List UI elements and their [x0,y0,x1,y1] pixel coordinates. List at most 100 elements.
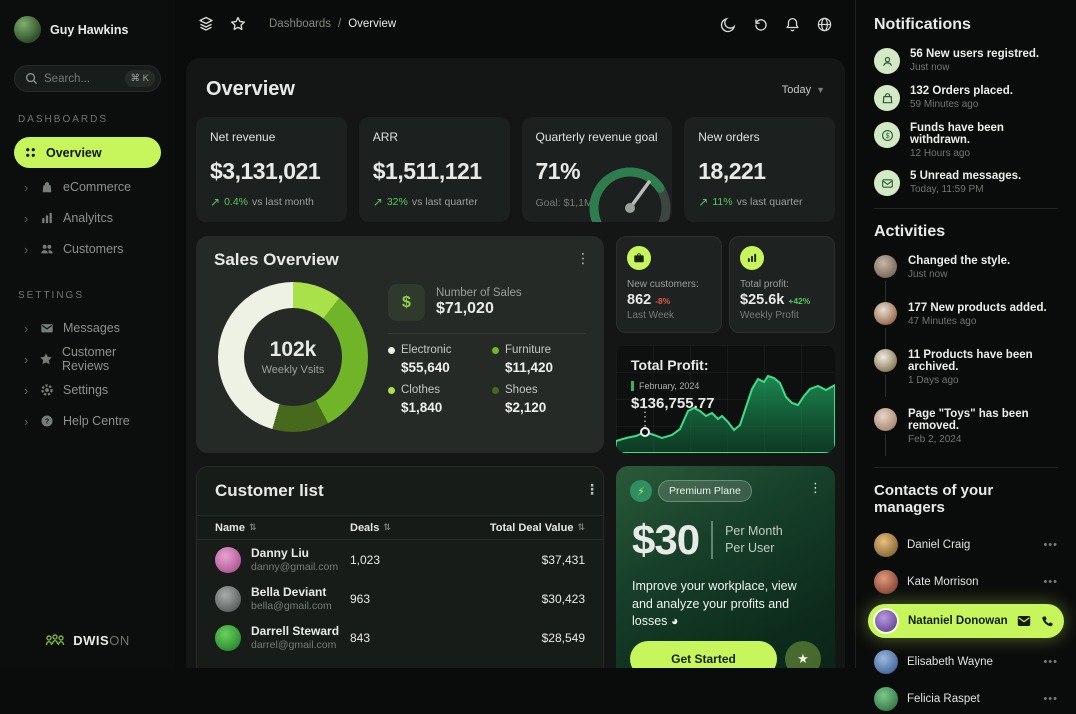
stat-cards-row: Net revenue $3,131,021 ↗ 0.4% vs last mo… [196,117,835,222]
legend-item-clothes: Clothes $1,840 [388,384,482,415]
premium-plan-card: ⚡ Premium Plane ⋮ $30 Per Month Per User… [616,466,835,668]
call-contact-icon[interactable] [1041,615,1054,628]
sidebar-item-ecommerce[interactable]: › eCommerce [14,172,161,202]
stat-label: Quarterly revenue goal [535,130,658,144]
divider [874,208,1058,209]
search-placeholder: Search... [44,72,91,85]
more-options-icon[interactable]: ••• [1043,693,1058,705]
notifications-bell-icon[interactable] [784,16,801,33]
column-header-deals[interactable]: Deals ⇅ [350,521,391,534]
notifications-title: Notifications [874,16,971,33]
legend-dot [388,386,395,394]
sort-icon: ⇅ [577,522,585,532]
number-of-sales-label: Number of Sales [436,287,522,299]
star-button[interactable]: ★ [785,641,821,668]
search-input[interactable]: Search... ⌘ K [14,65,161,92]
right-column: New customers: 862 -8% Last Week Total p… [616,236,835,453]
mini-value: $25.6k [740,292,785,308]
kebab-menu-icon[interactable]: ⋮ [576,250,590,266]
notification-item[interactable]: 132 Orders placed. 59 Minutes ago [874,85,1058,111]
contact-row[interactable]: Kate Morrison ••• [874,567,1058,597]
dark-mode-icon[interactable] [720,16,737,33]
section-title-settings: SETTINGS [18,290,85,301]
main-panel: Overview Today ▼ Net revenue $3,131,021 … [186,58,845,668]
stat-delta: ↗ 0.4% vs last month [210,195,333,209]
notification-item[interactable]: 56 New users registred. Just now [874,48,1058,74]
stat-value: $3,131,021 [210,158,321,184]
trend-up-icon: ↗ [698,195,709,209]
activity-text: Page "Toys" has been removed. [908,408,1029,432]
sidebar-item-customers[interactable]: › Customers [14,234,161,264]
sidebar-item-analytics[interactable]: › Analyitcs [14,203,161,233]
column-header-name[interactable]: Name ⇅ [215,521,257,534]
history-refresh-icon[interactable] [752,16,769,33]
legend-value: $1,840 [401,400,443,415]
chart-icon [740,246,764,270]
briefcase-icon [627,246,651,270]
contact-row-active[interactable]: Nataniel Donowan [868,604,1064,638]
top-bar: Dashboards / Overview [175,0,855,48]
get-started-button[interactable]: Get Started [630,641,777,668]
sort-icon: ⇅ [248,522,257,532]
period-selector[interactable]: Today ▼ [782,84,825,96]
delta-percent: 0.4% [224,196,248,208]
notification-item[interactable]: 5 Unread messages. Today, 11:59 PM [874,170,1058,196]
kebab-menu-icon[interactable]: ⋮ [585,481,599,497]
table-row[interactable]: Bella Deviant bella@gmail.com 963 $30,42… [197,579,603,618]
breadcrumb-root[interactable]: Dashboards [269,18,332,30]
card-title: Total Profit: [631,357,709,373]
stat-card-arr: ARR $1,511,121 ↗ 32% vs last quarter [358,117,510,222]
column-header-total-deal-value[interactable]: Total Deal Value ⇅ [489,521,585,534]
notification-time: 12 Hours ago [910,148,971,159]
table-row[interactable]: Danny Liu danny@gmail.com 1,023 $37,431 [197,540,603,579]
profit-value: $136,755.77 [631,395,715,412]
sidebar-item-label: eCommerce [63,180,132,194]
sales-donut-chart: 102k Weekly Vsits [218,282,368,432]
activities-title: Activities [874,223,946,240]
activity-item[interactable]: 177 New products added. 47 Minutes ago [874,302,1058,350]
avatar [873,608,899,634]
chevron-right-icon: › [24,382,29,398]
activity-item[interactable]: Changed the style. Just now [874,255,1058,303]
user-name: Guy Hawkins [50,22,129,37]
logo-wordmark: DWISON [73,632,130,648]
divider [711,521,714,559]
deals-cell: 963 [350,591,371,606]
kebab-menu-icon[interactable]: ⋮ [809,480,822,495]
avatar [874,570,898,594]
layers-icon[interactable] [197,15,215,33]
activity-item[interactable]: Page "Toys" has been removed. Feb 2, 202… [874,408,1058,456]
more-options-icon[interactable]: ••• [1043,539,1058,551]
globe-icon[interactable] [816,16,833,33]
contact-row[interactable]: Felicia Raspet ••• [874,684,1058,714]
contact-name: Kate Morrison [907,576,979,588]
mini-card-total-profit: Total profit: $25.6k +42% Weekly Profit [729,236,835,333]
legend-label: Electronic [401,344,452,356]
sidebar-item-overview[interactable]: Overview [14,137,161,168]
sidebar-item-settings[interactable]: › Settings [14,375,161,405]
donut-center-label: Weekly Vsits [261,364,325,376]
deal-value-cell: $30,423 [541,591,585,606]
total-profit-chart-card: Total Profit: February, 2024 $136,755.77 [616,345,835,453]
contact-row[interactable]: Elisabeth Wayne ••• [874,647,1058,677]
more-options-icon[interactable]: ••• [1043,656,1058,668]
price-terms: Per Month Per User [725,524,783,555]
table-row[interactable]: Darrell Steward darrel@gmail.com 843 $28… [197,618,603,657]
mini-delta: -8% [655,296,671,306]
sidebar-item-help-centre[interactable]: › ? Help Centre [14,406,161,436]
table-header: Name ⇅ Deals ⇅ Total Deal Value ⇅ [197,515,603,540]
activity-item[interactable]: 11 Products have been archived. 1 Days a… [874,349,1058,397]
favorite-star-icon[interactable] [229,15,247,33]
search-shortcut-badge: ⌘ K [124,70,155,87]
user-profile[interactable]: Guy Hawkins [14,16,161,43]
notification-time: Today, 11:59 PM [910,184,984,195]
email-contact-icon[interactable] [1017,615,1031,628]
more-options-icon[interactable]: ••• [1043,576,1058,588]
chevron-right-icon: › [24,351,29,367]
activity-text: Changed the style. [908,255,1011,267]
sidebar-item-customer-reviews[interactable]: › Customer Reviews [14,344,161,374]
contact-row[interactable]: Daniel Craig ••• [874,530,1058,560]
sidebar-item-label: Customer Reviews [61,345,117,373]
sidebar-item-messages[interactable]: › Messages [14,313,161,343]
notification-item[interactable]: $ Funds have been withdrawn. 12 Hours ag… [874,122,1058,159]
